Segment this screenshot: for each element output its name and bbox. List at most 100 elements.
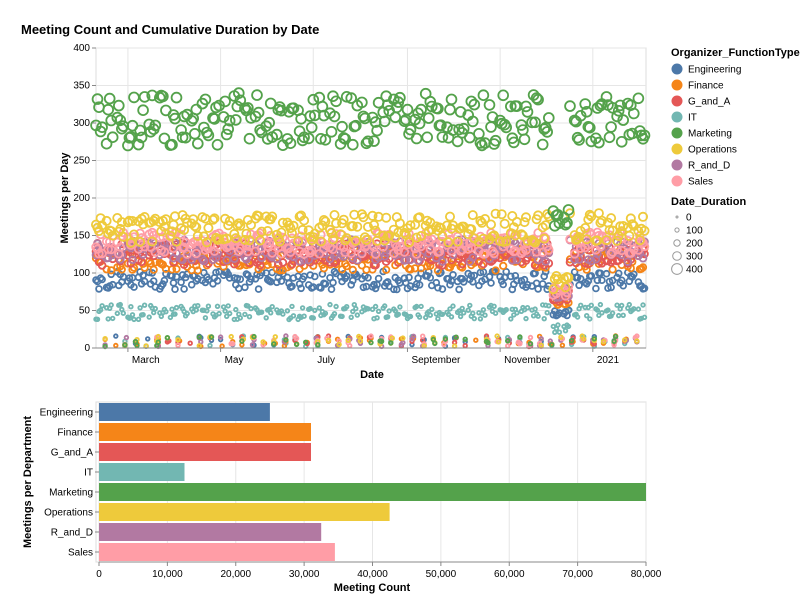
scatter-point-it: [492, 310, 499, 316]
bar-x-tick-label: 20,000: [220, 569, 251, 580]
scatter-point-engineering: [619, 281, 627, 290]
scatter-point-marketing: [336, 120, 348, 133]
size-legend-symbol: [671, 263, 683, 275]
scatter-point-engineering: [225, 274, 234, 282]
scatter-point-engineering: [180, 285, 188, 293]
legend-label-finance: Finance: [688, 81, 724, 92]
scatter-point-marketing: [605, 121, 617, 133]
scatter-point-engineering: [607, 283, 615, 292]
bar-it: [99, 463, 185, 481]
scatter-point-operations: [271, 339, 277, 345]
scatter-point-marketing: [421, 131, 434, 144]
size-legend-label: 200: [686, 239, 703, 250]
scatter-point-marketing: [457, 122, 470, 135]
scatter-x-tick-label: May: [225, 355, 244, 366]
bar-marketing: [99, 483, 646, 501]
bar-x-axis: 0 10,000 20,000 30,000 40,000 50,000 60,000 70,…: [96, 561, 662, 580]
scatter-point-r-and-d: [257, 253, 266, 263]
scatter-point-it: [353, 305, 359, 312]
scatter-point-r-and-d: [116, 255, 125, 264]
scatter-point-engineering: [235, 284, 243, 293]
scatter-point-operations: [297, 224, 308, 235]
scatter-point-marketing: [125, 131, 137, 143]
size-legend-symbol: [673, 239, 681, 247]
scatter-point-marketing: [611, 338, 617, 344]
scatter-point-r-and-d: [128, 255, 137, 265]
scatter-y-tick-label: 0: [84, 343, 90, 354]
scatter-point-it: [435, 316, 441, 322]
scatter-point-marketing: [305, 121, 318, 134]
scatter-point-finance: [192, 261, 201, 270]
scatter-point-it: [477, 316, 484, 322]
scatter-point-engineering: [468, 277, 477, 286]
scatter-point-sales: [276, 249, 287, 259]
bar-finance: [99, 423, 311, 441]
scatter-point-marketing: [638, 129, 651, 142]
scatter-point-marketing: [196, 334, 202, 340]
scatter-point-operations: [634, 235, 645, 246]
bar-x-tick-label: 60,000: [494, 569, 525, 580]
scatter-point-it: [439, 311, 446, 317]
scatter-point-it: [99, 303, 105, 309]
scatter-point-it: [348, 314, 354, 320]
scatter-point-it: [413, 303, 420, 310]
scatter-point-it: [327, 301, 333, 308]
bar-r-and-d: [99, 523, 322, 541]
color-legend-items: Engineering Finance G_and_A IT Marketing Oper…: [671, 63, 741, 188]
scatter-point-marketing: [388, 340, 394, 346]
scatter-point-sales: [175, 342, 181, 348]
legend: Organizer_FunctionType Engineering Financ…: [671, 47, 800, 276]
scatter-point-marketing: [233, 87, 245, 99]
scatter-point-it: [556, 329, 563, 335]
scatter-point-marketing: [325, 126, 338, 138]
scatter-point-operations: [296, 210, 307, 221]
scatter-point-engineering: [470, 271, 479, 280]
bar-x-tick-label: 10,000: [152, 569, 183, 580]
scatter-point-g-and-a: [169, 257, 178, 267]
scatter-point-finance: [172, 264, 181, 274]
scatter-point-it: [508, 316, 514, 322]
scatter-point-operations: [128, 229, 139, 240]
scatter-point-marketing: [413, 117, 426, 130]
scatter-point-marketing: [518, 133, 531, 146]
size-legend-symbol: [674, 227, 680, 233]
scatter-point-it: [97, 307, 104, 313]
scatter-point-marketing: [627, 107, 640, 120]
scatter-point-marketing: [362, 135, 374, 148]
scatter-y-axis: 0 50 100 150 200 250 300 350 400: [73, 43, 96, 354]
scatter-point-sales: [346, 248, 356, 258]
scatter-point-marketing: [91, 93, 104, 105]
size-legend-label: 100: [686, 226, 703, 237]
scatter-point-r-and-d: [538, 336, 544, 342]
scatter-point-marketing: [612, 333, 619, 340]
scatter-point-operations: [496, 209, 507, 220]
scatter-point-operations: [634, 338, 640, 344]
scatter-point-marketing: [170, 91, 183, 104]
scatter-point-operations: [581, 336, 587, 342]
scatter-point-marketing: [208, 334, 215, 340]
scatter-point-it: [423, 314, 429, 321]
scatter-point-it: [565, 323, 572, 330]
scatter-point-operations: [601, 235, 612, 246]
scatter-point-operations: [125, 237, 136, 248]
scatter-point-it: [193, 307, 199, 313]
scatter-point-marketing: [500, 121, 513, 134]
legend-label-it: IT: [688, 113, 697, 124]
scatter-point-finance: [357, 261, 366, 270]
scatter-point-it: [375, 308, 382, 314]
scatter-point-operations: [336, 341, 342, 348]
scatter-point-marketing: [260, 120, 273, 132]
scatter-point-sales: [340, 247, 350, 257]
scatter-point-marketing: [128, 91, 140, 104]
scatter-point-operations: [548, 284, 559, 295]
scatter-point-marketing: [477, 89, 490, 101]
bar-y-tick-label: Engineering: [40, 408, 93, 419]
scatter-point-it: [609, 310, 616, 316]
scatter-point-it: [514, 310, 520, 316]
scatter-point-operations: [288, 220, 299, 231]
scatter-point-marketing: [617, 114, 629, 126]
scatter-point-sales: [517, 341, 523, 347]
scatter-point-marketing: [103, 92, 116, 105]
scatter-point-sales: [411, 249, 422, 259]
